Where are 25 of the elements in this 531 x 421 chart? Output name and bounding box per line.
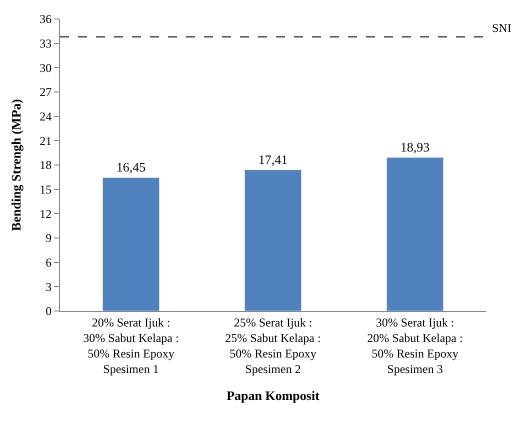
data-label: 16,45 bbox=[116, 160, 146, 175]
bar bbox=[244, 170, 302, 311]
bar bbox=[102, 177, 160, 311]
data-label: 18,93 bbox=[400, 139, 430, 154]
y-tick-label: 3 bbox=[46, 280, 52, 294]
y-tick-label: 18 bbox=[40, 158, 52, 172]
data-label: 17,41 bbox=[258, 152, 288, 167]
x-tick-label: 30% Serat Ijuk : 20% Sabut Kelapa : 50% Resin Epoxy Spesimen 3 bbox=[367, 315, 463, 376]
x-tick-label: 25% Serat Ijuk : 25% Sabut Kelapa : 50% Resin Epoxy Spesimen 2 bbox=[225, 315, 321, 376]
x-tick-label: 20% Serat Ijuk : 30% Sabut Kelapa : 50% Resin Epoxy Spesimen 1 bbox=[83, 315, 179, 376]
y-tick-label: 9 bbox=[46, 231, 52, 246]
y-tick-label: 30 bbox=[40, 60, 52, 75]
y-tick-label: 33 bbox=[40, 36, 52, 51]
x-axis-title: Papan Komposit bbox=[226, 388, 320, 403]
y-tick-label: 27 bbox=[40, 85, 52, 100]
ref-line-label: SNI bbox=[492, 21, 512, 35]
y-tick-label: 12 bbox=[40, 206, 52, 221]
y-tick-label: 24 bbox=[40, 110, 52, 124]
y-tick-label: 21 bbox=[40, 134, 52, 148]
y-tick-label: 36 bbox=[40, 12, 52, 26]
y-tick-label: 15 bbox=[40, 182, 52, 197]
y-tick-label: 0 bbox=[46, 304, 52, 318]
bar bbox=[386, 157, 444, 311]
y-axis-title: Bending Strengh (MPa) bbox=[8, 99, 24, 231]
y-tick-label: 6 bbox=[46, 256, 52, 270]
